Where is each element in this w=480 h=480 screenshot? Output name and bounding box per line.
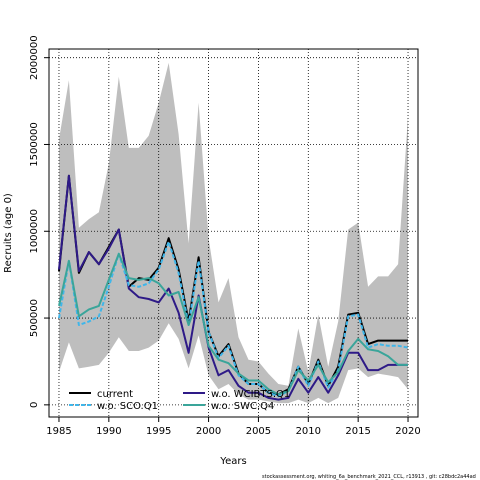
x-axis-label: Years (219, 456, 246, 467)
y-tick-label: 1500000 (29, 122, 40, 167)
x-axis: 1985 1990 1995 2000 2005 2010 2015 2020 (46, 417, 421, 437)
y-tick-label: 2000000 (29, 35, 40, 80)
series-lines (58, 174, 409, 401)
series-line (58, 252, 408, 396)
x-tick-label: 1990 (96, 426, 121, 437)
legend-entry: current (97, 389, 133, 400)
legend-entry: w.o. WCIBTS.Q1 (211, 389, 290, 400)
x-tick-label: 1995 (146, 426, 171, 437)
legend-entry: w.o. SWC.Q4 (211, 401, 274, 412)
x-tick-label: 2015 (345, 426, 370, 437)
y-tick-label: 0 (29, 402, 40, 408)
y-axis-label: Recruits (age 0) (3, 193, 14, 273)
grid (49, 49, 418, 417)
series-line (58, 174, 408, 401)
plot-frame (48, 48, 419, 418)
x-tick-label: 1985 (46, 426, 71, 437)
x-tick-label: 2020 (395, 426, 420, 437)
y-tick-label: 1000000 (29, 209, 40, 254)
confidence-band-area (59, 62, 408, 404)
confidence-band (59, 62, 408, 404)
x-tick-label: 2000 (196, 426, 221, 437)
y-axis: 0 500000 1000000 1500000 2000000 (29, 35, 49, 408)
legend-entry: w.o. SCO.Q1 (97, 401, 158, 412)
legend: current w.o. WCIBTS.Q1 w.o. SCO.Q1 w.o. SWC… (69, 389, 290, 412)
x-tick-label: 2005 (246, 426, 271, 437)
footer-note: stockassessment.org, whiting_6a_benchmar… (262, 474, 476, 480)
y-tick-label: 500000 (29, 299, 40, 337)
x-tick-label: 2010 (296, 426, 321, 437)
